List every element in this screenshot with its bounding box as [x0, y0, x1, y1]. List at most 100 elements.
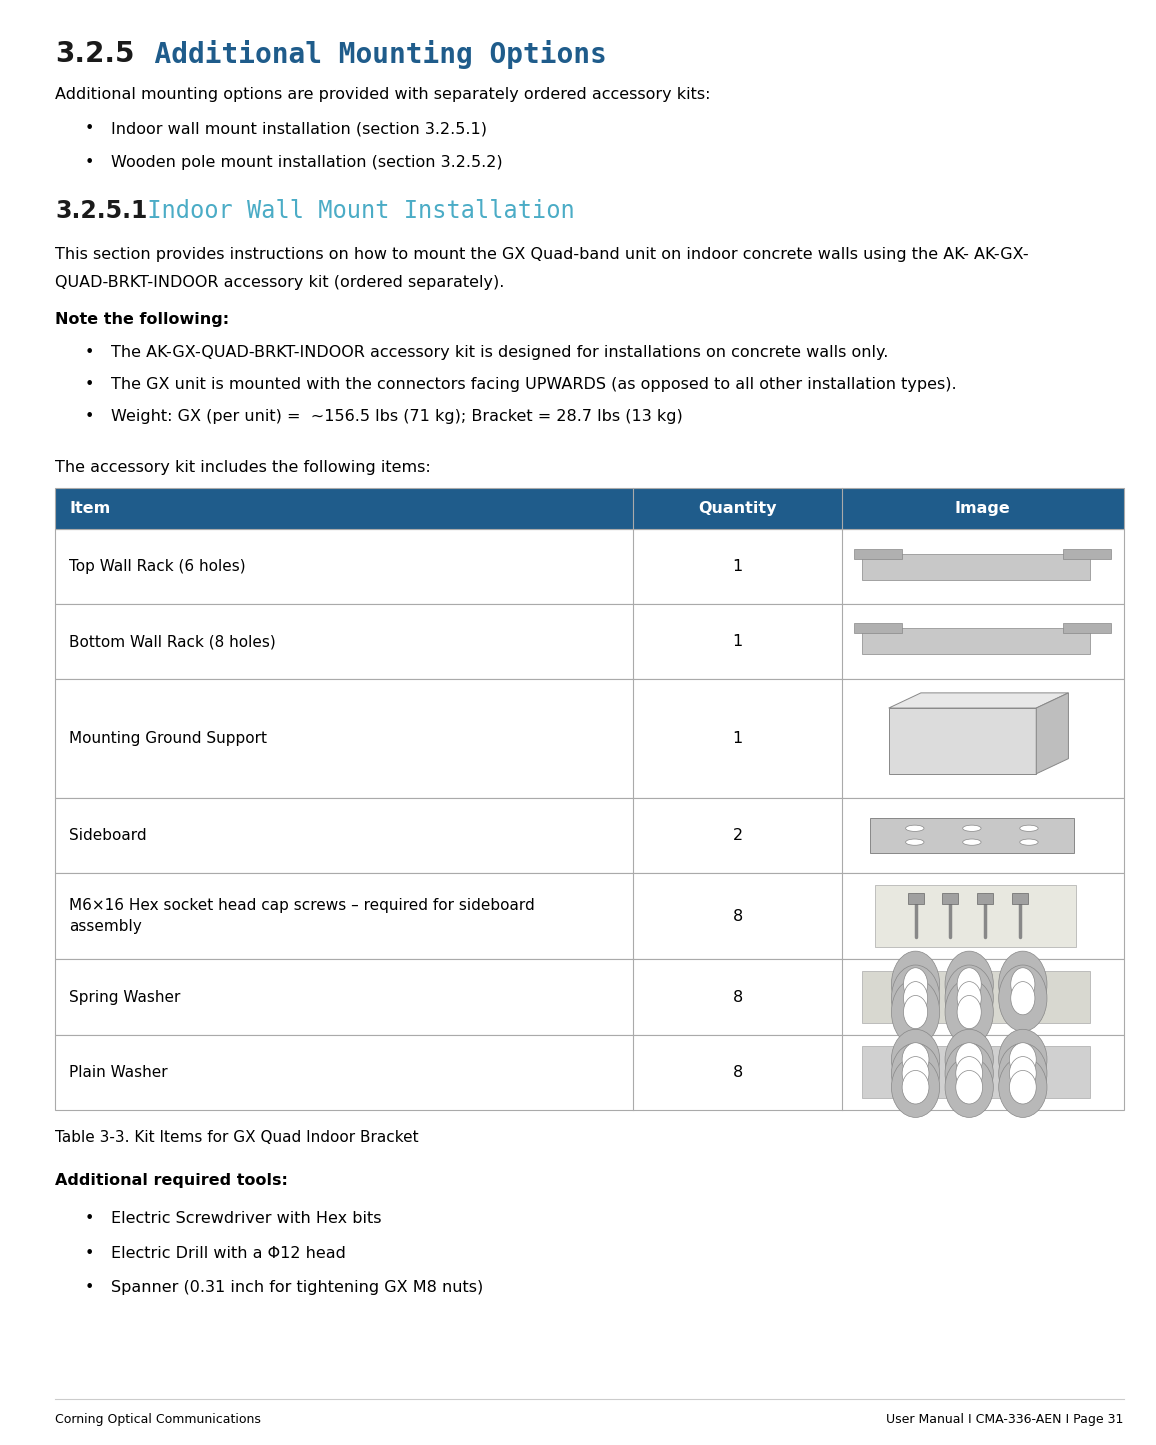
Ellipse shape [891, 951, 940, 1017]
Bar [55, 488, 1124, 529]
Bar [55, 679, 1124, 798]
Text: Additional Mounting Options: Additional Mounting Options [121, 40, 607, 69]
Polygon shape [1036, 694, 1068, 775]
Ellipse shape [946, 978, 993, 1045]
Text: Quantity: Quantity [698, 501, 777, 516]
Bar [870, 818, 1074, 853]
Ellipse shape [946, 965, 993, 1032]
Ellipse shape [891, 1029, 940, 1090]
Ellipse shape [963, 825, 981, 831]
Ellipse shape [905, 825, 924, 831]
Text: Electric Screwdriver with Hex bits: Electric Screwdriver with Hex bits [111, 1211, 381, 1225]
Bar [907, 893, 924, 903]
Text: •: • [84, 155, 94, 169]
Ellipse shape [1009, 1056, 1036, 1090]
Ellipse shape [1009, 1043, 1036, 1077]
Ellipse shape [902, 1056, 929, 1090]
Ellipse shape [946, 951, 993, 1017]
Bar [942, 893, 958, 903]
Text: •: • [84, 1280, 94, 1295]
Ellipse shape [904, 996, 927, 1029]
Ellipse shape [946, 1043, 993, 1104]
Ellipse shape [957, 981, 981, 1014]
Text: Corning Optical Communications: Corning Optical Communications [55, 1413, 261, 1426]
Text: Sideboard: Sideboard [69, 828, 147, 842]
Bar [862, 629, 1090, 655]
Ellipse shape [891, 965, 940, 1032]
Bar [55, 798, 1124, 873]
Bar [875, 884, 1076, 948]
Text: Spanner (0.31 inch for tightening GX M8 nuts): Spanner (0.31 inch for tightening GX M8 … [111, 1280, 483, 1295]
Text: •: • [84, 377, 94, 392]
Ellipse shape [1009, 1071, 1036, 1104]
Bar [862, 971, 1090, 1023]
Text: •: • [84, 121, 94, 136]
Ellipse shape [902, 1043, 929, 1077]
Bar [55, 873, 1124, 959]
Text: 1: 1 [733, 559, 742, 574]
Text: The AK-GX-QUAD-BRKT-INDOOR accessory kit is designed for installations on concre: The AK-GX-QUAD-BRKT-INDOOR accessory kit… [111, 345, 888, 360]
Bar [889, 708, 1036, 775]
Ellipse shape [891, 1058, 940, 1117]
Text: Indoor wall mount installation (section 3.2.5.1): Indoor wall mount installation (section … [111, 121, 487, 136]
Ellipse shape [956, 1043, 983, 1077]
Ellipse shape [904, 968, 927, 1001]
Ellipse shape [891, 1043, 940, 1104]
Ellipse shape [904, 981, 927, 1014]
Text: Wooden pole mount installation (section 3.2.5.2): Wooden pole mount installation (section … [111, 155, 503, 169]
Text: Spring Washer: Spring Washer [69, 990, 180, 1004]
Text: Top Wall Rack (6 holes): Top Wall Rack (6 holes) [69, 559, 246, 574]
Bar [1064, 549, 1111, 559]
Ellipse shape [999, 1043, 1047, 1104]
Text: Bottom Wall Rack (8 holes): Bottom Wall Rack (8 holes) [69, 634, 276, 649]
Ellipse shape [946, 1058, 993, 1117]
Bar [55, 959, 1124, 1035]
Bar [854, 549, 902, 559]
Ellipse shape [891, 978, 940, 1045]
Text: M6×16 Hex socket head cap screws – required for sideboard: M6×16 Hex socket head cap screws – requi… [69, 899, 535, 913]
Ellipse shape [957, 968, 981, 1001]
Text: 8: 8 [733, 1065, 742, 1079]
Text: assembly: assembly [69, 919, 142, 933]
Text: QUAD-BRKT-INDOOR accessory kit (ordered separately).: QUAD-BRKT-INDOOR accessory kit (ordered … [55, 275, 505, 289]
Text: Electric Drill with a Φ12 head: Electric Drill with a Φ12 head [111, 1246, 346, 1260]
Text: •: • [84, 409, 94, 423]
Text: •: • [84, 345, 94, 360]
Bar [854, 623, 902, 633]
Text: User Manual I CMA-336-AEN I Page 31: User Manual I CMA-336-AEN I Page 31 [887, 1413, 1124, 1426]
Text: 1: 1 [733, 634, 742, 649]
Ellipse shape [956, 1056, 983, 1090]
Text: 8: 8 [733, 909, 742, 923]
Ellipse shape [957, 996, 981, 1029]
Ellipse shape [902, 1071, 929, 1104]
Text: Indoor Wall Mount Installation: Indoor Wall Mount Installation [133, 199, 575, 224]
Text: •: • [84, 1211, 94, 1225]
Text: Mounting Ground Support: Mounting Ground Support [69, 731, 267, 746]
Bar [55, 604, 1124, 679]
Ellipse shape [963, 840, 981, 845]
Ellipse shape [946, 1029, 993, 1090]
Text: The accessory kit includes the following items:: The accessory kit includes the following… [55, 460, 431, 474]
Text: •: • [84, 1246, 94, 1260]
Ellipse shape [999, 1058, 1047, 1117]
Ellipse shape [999, 951, 1047, 1017]
Ellipse shape [999, 1029, 1047, 1090]
Polygon shape [889, 694, 1068, 708]
Text: 3.2.5.1: 3.2.5.1 [55, 199, 148, 224]
Text: The GX unit is mounted with the connectors facing UPWARDS (as opposed to all oth: The GX unit is mounted with the connecto… [111, 377, 957, 392]
Text: Table 3-3. Kit Items for GX Quad Indoor Bracket: Table 3-3. Kit Items for GX Quad Indoor … [55, 1130, 420, 1144]
Bar [1013, 893, 1028, 903]
Bar [1064, 623, 1111, 633]
Ellipse shape [956, 1071, 983, 1104]
Text: Additional required tools:: Additional required tools: [55, 1173, 288, 1188]
Text: This section provides instructions on how to mount the GX Quad-band unit on indo: This section provides instructions on ho… [55, 247, 1029, 262]
Text: Image: Image [955, 501, 1010, 516]
Bar [862, 553, 1090, 579]
Text: 1: 1 [733, 731, 742, 746]
Bar [55, 1035, 1124, 1110]
Ellipse shape [1020, 840, 1038, 845]
Text: Weight: GX (per unit) =  ~156.5 lbs (71 kg); Bracket = 28.7 lbs (13 kg): Weight: GX (per unit) = ~156.5 lbs (71 k… [111, 409, 683, 423]
Text: Additional mounting options are provided with separately ordered accessory kits:: Additional mounting options are provided… [55, 87, 711, 101]
Ellipse shape [999, 965, 1047, 1032]
Text: 2: 2 [733, 828, 742, 842]
